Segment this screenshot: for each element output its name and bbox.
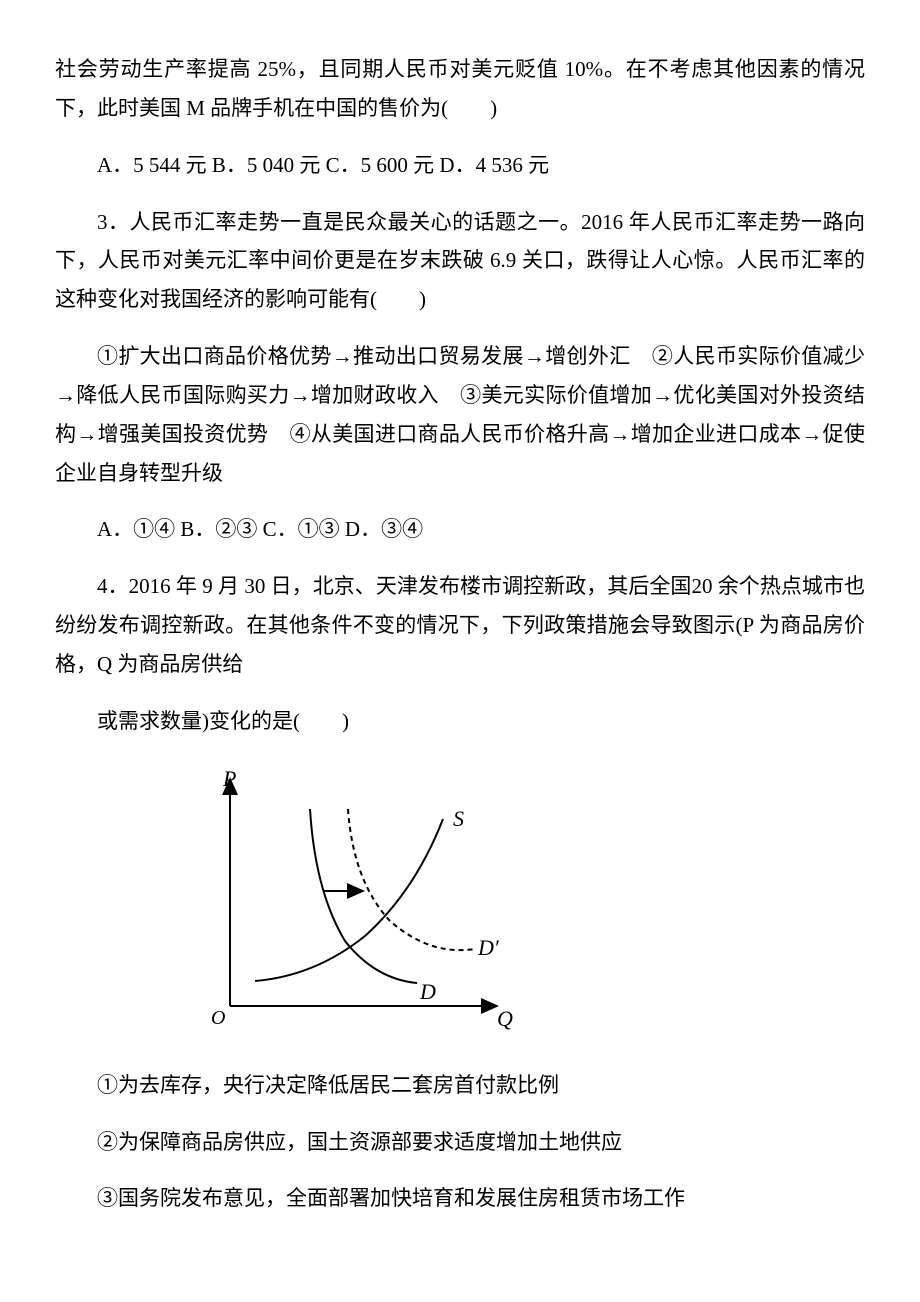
supply-demand-chart: P Q O S D D′	[195, 761, 865, 1036]
paragraph-1: 社会劳动生产率提高 25%，且同期人民币对美元贬值 10%。在不考虑其他因素的情…	[55, 50, 865, 128]
question-4-continued: 或需求数量)变化的是( )	[55, 702, 865, 741]
question-3: 3．人民币汇率走势一直是民众最关心的话题之一。2016 年人民币汇率走势一路向下…	[55, 203, 865, 320]
chart-svg: P Q O S D D′	[195, 761, 525, 1036]
question-4: 4．2016 年 9 月 30 日，北京、天津发布楼市调控新政，其后全国20 余…	[55, 567, 865, 684]
label-p: P	[222, 766, 236, 791]
question-3-options: ①扩大出口商品价格优势→推动出口贸易发展→增创外汇 ②人民币实际价值减少→降低人…	[55, 337, 865, 492]
label-q: Q	[497, 1006, 513, 1031]
label-o: O	[211, 1007, 225, 1029]
answer-options-q3: A．①④ B．②③ C．①③ D．③④	[55, 510, 865, 549]
label-s: S	[453, 806, 464, 831]
label-d-prime: D′	[477, 935, 500, 960]
label-d: D	[419, 979, 436, 1004]
option-3: ③国务院发布意见，全面部署加快培育和发展住房租赁市场工作	[55, 1179, 865, 1218]
option-1: ①为去库存，央行决定降低居民二套房首付款比例	[55, 1066, 865, 1105]
s-curve	[255, 819, 443, 981]
answer-options-q2: A．5 544 元 B．5 040 元 C．5 600 元 D．4 536 元	[55, 146, 865, 185]
option-2: ②为保障商品房供应，国土资源部要求适度增加土地供应	[55, 1123, 865, 1162]
